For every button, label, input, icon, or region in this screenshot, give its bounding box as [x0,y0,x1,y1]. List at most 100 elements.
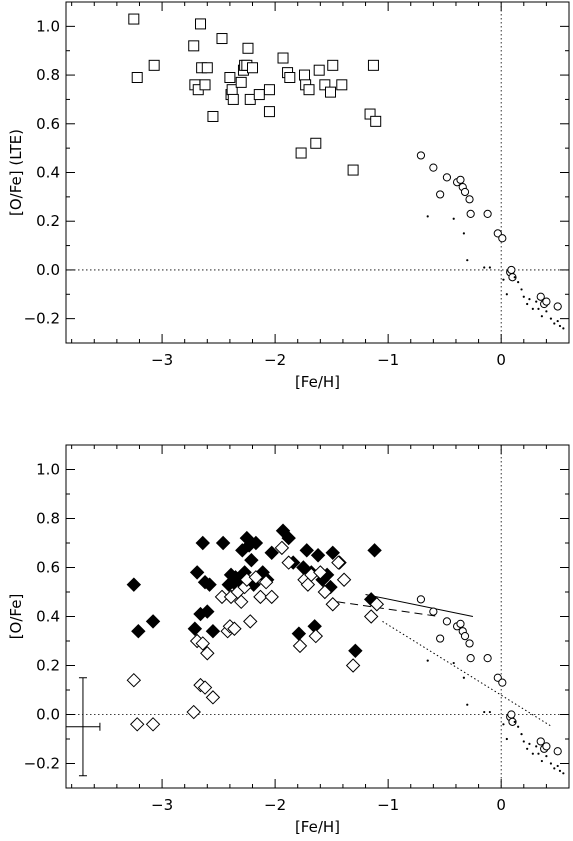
data-point-circle [553,747,562,756]
data-point-diamond-open [195,636,210,651]
data-point-circle [465,195,474,204]
trend-line-dotted [382,620,553,728]
data-point-dot [540,315,543,318]
data-point-dot [517,725,520,728]
data-point-diamond-filled [348,643,363,659]
data-point-diamond-open [317,584,333,600]
data-point-circle [429,163,438,172]
data-point-dot [466,703,469,706]
data-point-diamond-open [253,589,268,605]
data-point-dot [505,737,508,741]
data-point-dot [553,767,556,770]
data-point-square [284,72,296,84]
trend-line-dashed [337,601,440,617]
y-tick-label: −0.2 [24,755,60,773]
data-point-dot [513,276,516,279]
data-point-square [195,18,207,30]
data-point-dot [553,322,556,325]
y-tick-label: 0.2 [36,657,60,675]
data-point-dot [531,752,534,755]
data-point-dot [531,307,534,310]
data-point-diamond-open [331,555,346,570]
y-axis-label: [O/Fe] [7,594,25,640]
data-point-diamond-open [145,717,161,732]
data-point-dot [462,676,465,679]
data-point-dot [549,317,553,320]
data-point-circle [493,229,502,238]
data-point-dot [452,661,455,665]
y-axis-label: [O/Fe] (LTE) [7,129,25,216]
data-point-dot [426,659,429,662]
data-point-dot [528,742,531,746]
data-point-square [224,72,236,84]
data-point-square [247,62,259,74]
data-point-square [263,106,275,118]
plot-frame [65,444,570,789]
data-point-square [277,52,289,64]
data-point-dot [545,755,548,758]
data-point-dot [513,720,516,723]
x-tick-label: −2 [264,351,286,369]
data-point-square [319,79,331,91]
data-point-diamond-filled [367,543,382,558]
data-point-dot [505,293,508,296]
data-point-circle [465,639,474,648]
data-point-diamond-open [345,658,361,673]
data-point-square [364,108,376,120]
data-point-square [299,69,311,81]
data-point-diamond-open [233,594,249,610]
data-point-diamond-filled [126,577,142,592]
data-point-square [370,115,382,127]
plot-frame [65,1,570,344]
data-point-circle [466,654,475,663]
data-point-square [128,13,140,25]
x-tick-label: −2 [264,796,286,814]
data-point-diamond-filled [325,545,340,561]
data-point-circle [456,619,465,628]
data-point-circle [416,595,426,604]
data-point-square [327,59,339,71]
data-point-dot [535,300,538,303]
x-tick-label: −1 [377,351,399,369]
data-point-circle [508,717,517,726]
data-point-diamond-open [264,589,279,605]
data-point-dot [483,710,486,714]
x-tick-label: 0 [496,796,506,814]
data-point-circle [442,173,452,182]
data-point-circle [507,710,516,719]
data-point-diamond-filled [291,626,307,641]
data-point-circle [456,175,465,184]
data-point-square [226,84,238,96]
data-point-dot [488,710,491,714]
data-point-square [207,110,219,122]
data-point-dot [537,307,540,310]
data-point-circle [483,209,492,219]
data-point-diamond-open [126,672,142,688]
data-point-circle [508,273,517,282]
data-point-dot [466,259,469,262]
data-point-square [336,79,348,91]
data-point-diamond-open [248,570,264,585]
data-point-circle [536,292,545,301]
data-point-square [148,59,160,71]
x-tick-label: −3 [151,796,173,814]
data-point-dot [520,733,523,736]
data-point-diamond-filled [200,604,215,619]
data-point-dot [526,302,529,306]
data-point-circle [498,234,507,243]
data-point-diamond-open [258,574,274,590]
data-point-diamond-open [369,597,385,612]
data-point-diamond-filled [281,530,296,546]
data-point-diamond-filled [195,535,210,551]
y-tick-label: 1.0 [36,17,60,35]
data-point-circle [553,302,562,311]
data-point-square [188,40,200,52]
y-tick-label: 0.0 [36,261,60,279]
data-point-diamond-open [325,597,340,612]
data-point-dot [558,324,562,328]
data-point-square [227,93,239,105]
data-point-dot [558,769,562,772]
x-axis-label: [Fe/H] [295,818,340,836]
data-point-diamond-filled [187,621,203,636]
